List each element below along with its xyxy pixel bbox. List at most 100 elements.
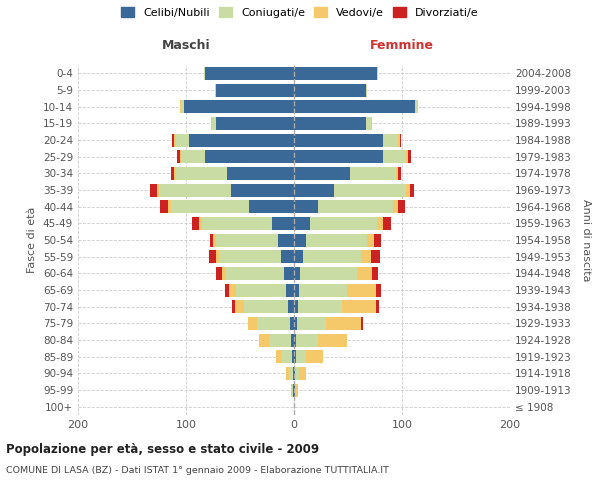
Bar <box>294 117 367 130</box>
Bar <box>290 317 294 330</box>
Bar <box>216 250 294 263</box>
Bar <box>294 234 367 246</box>
Bar <box>294 184 410 196</box>
Bar <box>294 234 382 246</box>
Bar <box>294 150 409 163</box>
Bar <box>211 117 294 130</box>
Bar <box>289 367 294 380</box>
Bar <box>189 134 294 146</box>
Bar <box>179 150 294 163</box>
Bar <box>213 234 294 246</box>
Bar <box>294 200 318 213</box>
Bar <box>294 250 380 263</box>
Bar <box>248 317 294 330</box>
Bar <box>294 117 371 130</box>
Bar <box>174 134 294 146</box>
Bar <box>294 334 318 346</box>
Legend: Celibi/Nubili, Coniugati/e, Vedovi/e, Divorziati/e: Celibi/Nubili, Coniugati/e, Vedovi/e, Di… <box>117 2 483 22</box>
Bar <box>294 200 405 213</box>
Bar <box>171 167 294 180</box>
Bar <box>282 350 294 363</box>
Bar <box>294 184 414 196</box>
Bar <box>216 117 294 130</box>
Bar <box>259 334 294 346</box>
Bar <box>269 334 294 346</box>
Bar <box>167 200 294 213</box>
Bar <box>216 234 294 246</box>
Bar <box>294 217 383 230</box>
Bar <box>199 217 294 230</box>
Bar <box>293 367 294 380</box>
Bar <box>215 84 294 96</box>
Bar <box>286 284 294 296</box>
Bar <box>294 100 418 113</box>
Bar <box>294 134 401 146</box>
Bar <box>215 84 294 96</box>
Bar <box>294 217 377 230</box>
Bar <box>244 300 294 313</box>
Bar <box>292 384 294 396</box>
Bar <box>294 84 367 96</box>
Bar <box>294 300 376 313</box>
Bar <box>205 67 294 80</box>
Bar <box>171 200 294 213</box>
Bar <box>205 67 294 80</box>
Bar <box>293 384 294 396</box>
Bar <box>184 100 294 113</box>
Bar <box>181 100 294 113</box>
Bar <box>294 217 310 230</box>
Bar <box>232 300 294 313</box>
Bar <box>294 67 377 80</box>
Bar <box>294 234 306 246</box>
Bar <box>294 384 296 396</box>
Bar <box>157 184 294 196</box>
Bar <box>291 384 294 396</box>
Bar <box>294 134 400 146</box>
Bar <box>294 350 323 363</box>
Bar <box>294 67 378 80</box>
Bar <box>294 217 391 230</box>
Bar <box>294 300 341 313</box>
Bar <box>294 84 367 96</box>
Bar <box>210 234 294 246</box>
Bar <box>248 200 294 213</box>
Bar <box>294 300 298 313</box>
Bar <box>294 67 378 80</box>
Bar <box>294 350 296 363</box>
Bar <box>216 267 294 280</box>
Bar <box>294 250 371 263</box>
Bar <box>291 334 294 346</box>
Bar <box>294 250 361 263</box>
Bar <box>225 284 294 296</box>
Text: Maschi: Maschi <box>161 38 211 52</box>
Bar <box>284 267 294 280</box>
Bar <box>232 184 294 196</box>
Bar <box>294 100 415 113</box>
Bar <box>209 250 294 263</box>
Bar <box>294 284 299 296</box>
Bar <box>248 317 294 330</box>
Bar <box>174 167 294 180</box>
Bar <box>294 167 350 180</box>
Bar <box>286 367 294 380</box>
Bar <box>294 167 401 180</box>
Bar <box>294 384 298 396</box>
Y-axis label: Fasce di età: Fasce di età <box>28 207 37 273</box>
Bar <box>259 334 294 346</box>
Bar <box>275 350 294 363</box>
Bar <box>178 150 294 163</box>
Bar <box>294 167 398 180</box>
Bar <box>227 167 294 180</box>
Bar <box>294 317 297 330</box>
Bar <box>221 267 294 280</box>
Bar <box>205 67 294 80</box>
Bar <box>294 150 410 163</box>
Bar <box>294 284 347 296</box>
Bar <box>287 300 294 313</box>
Bar <box>294 350 306 363</box>
Bar <box>294 134 383 146</box>
Bar <box>294 334 347 346</box>
Bar <box>160 200 294 213</box>
Bar <box>215 84 294 96</box>
Bar <box>294 350 323 363</box>
